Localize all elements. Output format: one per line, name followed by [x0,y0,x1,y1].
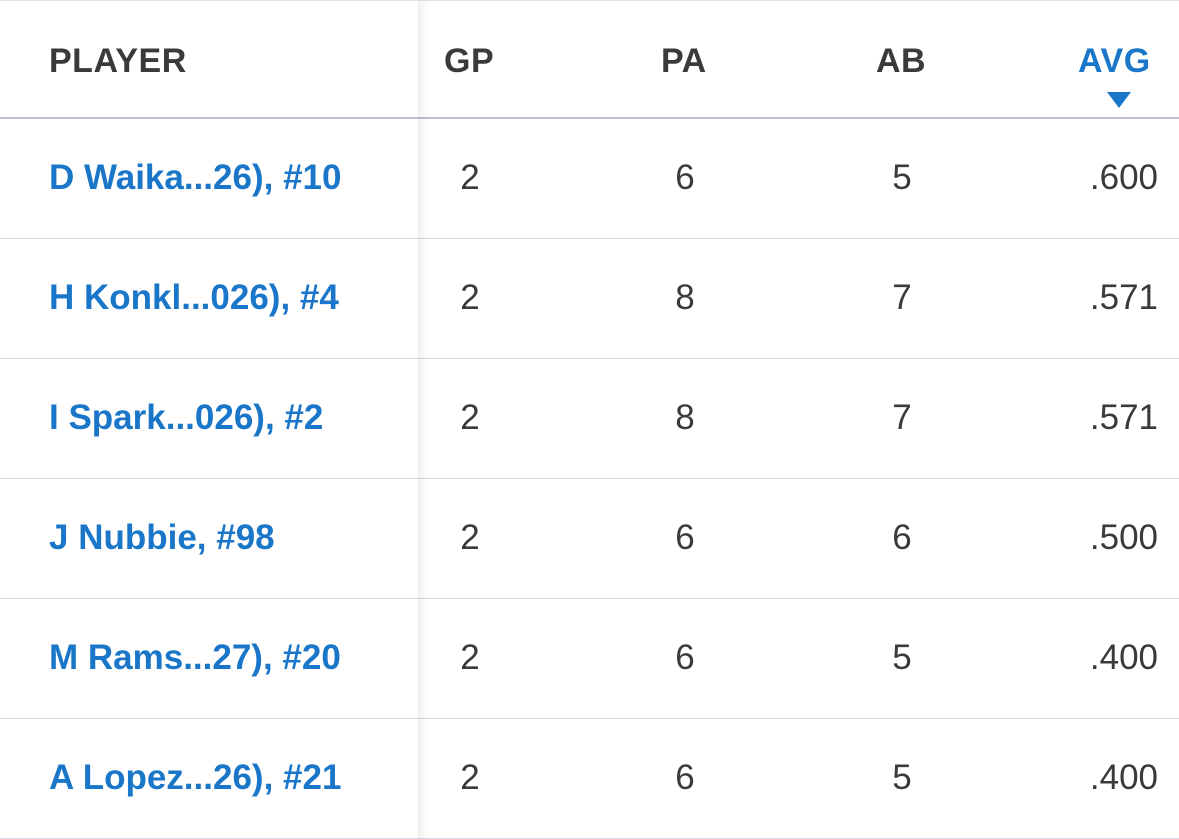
ab-cell: 5 [892,758,912,797]
player-link[interactable]: M Rams...27), #20 [49,638,341,677]
pa-cell: 8 [675,398,695,437]
column-header-pa[interactable]: PA [661,42,707,80]
ab-cell: 5 [892,158,912,197]
table-header: PLAYER GP PA AB AVG [0,1,1179,119]
avg-cell: .600 [1089,158,1158,197]
pa-cell: 8 [675,278,695,317]
player-link[interactable]: H Konkl...026), #4 [49,278,339,317]
gp-cell: 2 [460,398,480,437]
gp-cell: 2 [460,518,480,557]
player-link[interactable]: A Lopez...26), #21 [49,758,342,797]
player-link[interactable]: D Waika...26), #10 [49,158,342,197]
ab-cell: 7 [892,398,912,437]
gp-cell: 2 [460,278,480,317]
avg-cell: .400 [1089,638,1158,677]
avg-cell: .571 [1089,278,1158,317]
player-link[interactable]: I Spark...026), #2 [49,398,324,437]
caret-down-icon[interactable] [1107,92,1131,108]
column-header-player[interactable]: PLAYER [49,42,187,80]
avg-cell: .500 [1089,518,1158,557]
ab-cell: 5 [892,638,912,677]
avg-cell: .571 [1089,398,1158,437]
gp-cell: 2 [460,638,480,677]
ab-cell: 7 [892,278,912,317]
gp-cell: 2 [460,158,480,197]
table-row: D Waika...26), #10 2 6 5 .600 [0,119,1179,239]
table-row: J Nubbie, #98 2 6 6 .500 [0,479,1179,599]
table-row: A Lopez...26), #21 2 6 5 .400 [0,719,1179,839]
pa-cell: 6 [675,638,695,677]
column-header-avg[interactable]: AVG [1078,42,1151,80]
player-link[interactable]: J Nubbie, #98 [49,518,275,557]
avg-cell: .400 [1089,758,1158,797]
column-header-gp[interactable]: GP [444,42,495,80]
table-row: I Spark...026), #2 2 8 7 .571 [0,359,1179,479]
table-row: H Konkl...026), #4 2 8 7 .571 [0,239,1179,359]
table-row: M Rams...27), #20 2 6 5 .400 [0,599,1179,719]
pa-cell: 6 [675,518,695,557]
ab-cell: 6 [892,518,912,557]
pa-cell: 6 [675,758,695,797]
gp-cell: 2 [460,758,480,797]
pa-cell: 6 [675,158,695,197]
column-header-ab[interactable]: AB [876,42,927,80]
